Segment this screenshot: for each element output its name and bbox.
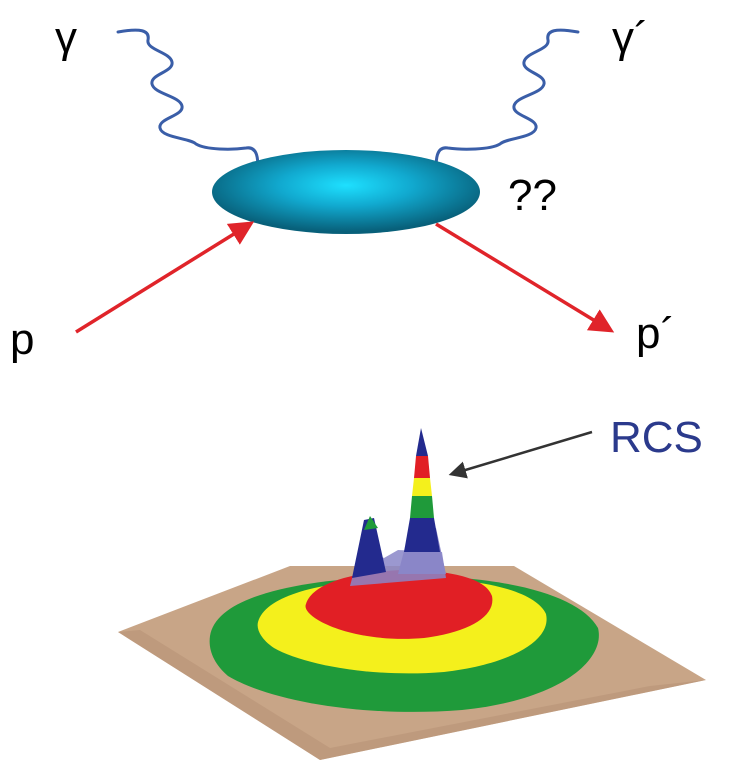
incoming-photon-line [116, 28, 260, 172]
rcs-peak-green-band [410, 496, 434, 518]
rcs-peak-tip [416, 428, 428, 456]
proton-in-label: p [10, 315, 34, 364]
outgoing-proton-arrow [435, 222, 615, 333]
incoming-proton-arrow [75, 221, 255, 334]
interaction-blob [212, 150, 480, 234]
rcs-peak-red-band [414, 456, 430, 478]
outgoing-photon-line [434, 28, 580, 172]
proton-out-label: p´ [636, 309, 675, 358]
surface-base-shading [118, 630, 706, 760]
rcs-label: RCS [610, 413, 703, 462]
photon-out-label: γ´ [612, 13, 649, 62]
photon-in-label: γ [55, 13, 77, 62]
small-peak-tip [364, 516, 378, 530]
rcs-pointer-arrow [448, 430, 593, 479]
rcs-peak-yellow-band [412, 478, 432, 496]
unknown-label: ?? [508, 171, 557, 220]
small-peak [352, 518, 386, 578]
rcs-peak-blue-band [404, 518, 440, 552]
surface-ring-red [305, 570, 493, 639]
